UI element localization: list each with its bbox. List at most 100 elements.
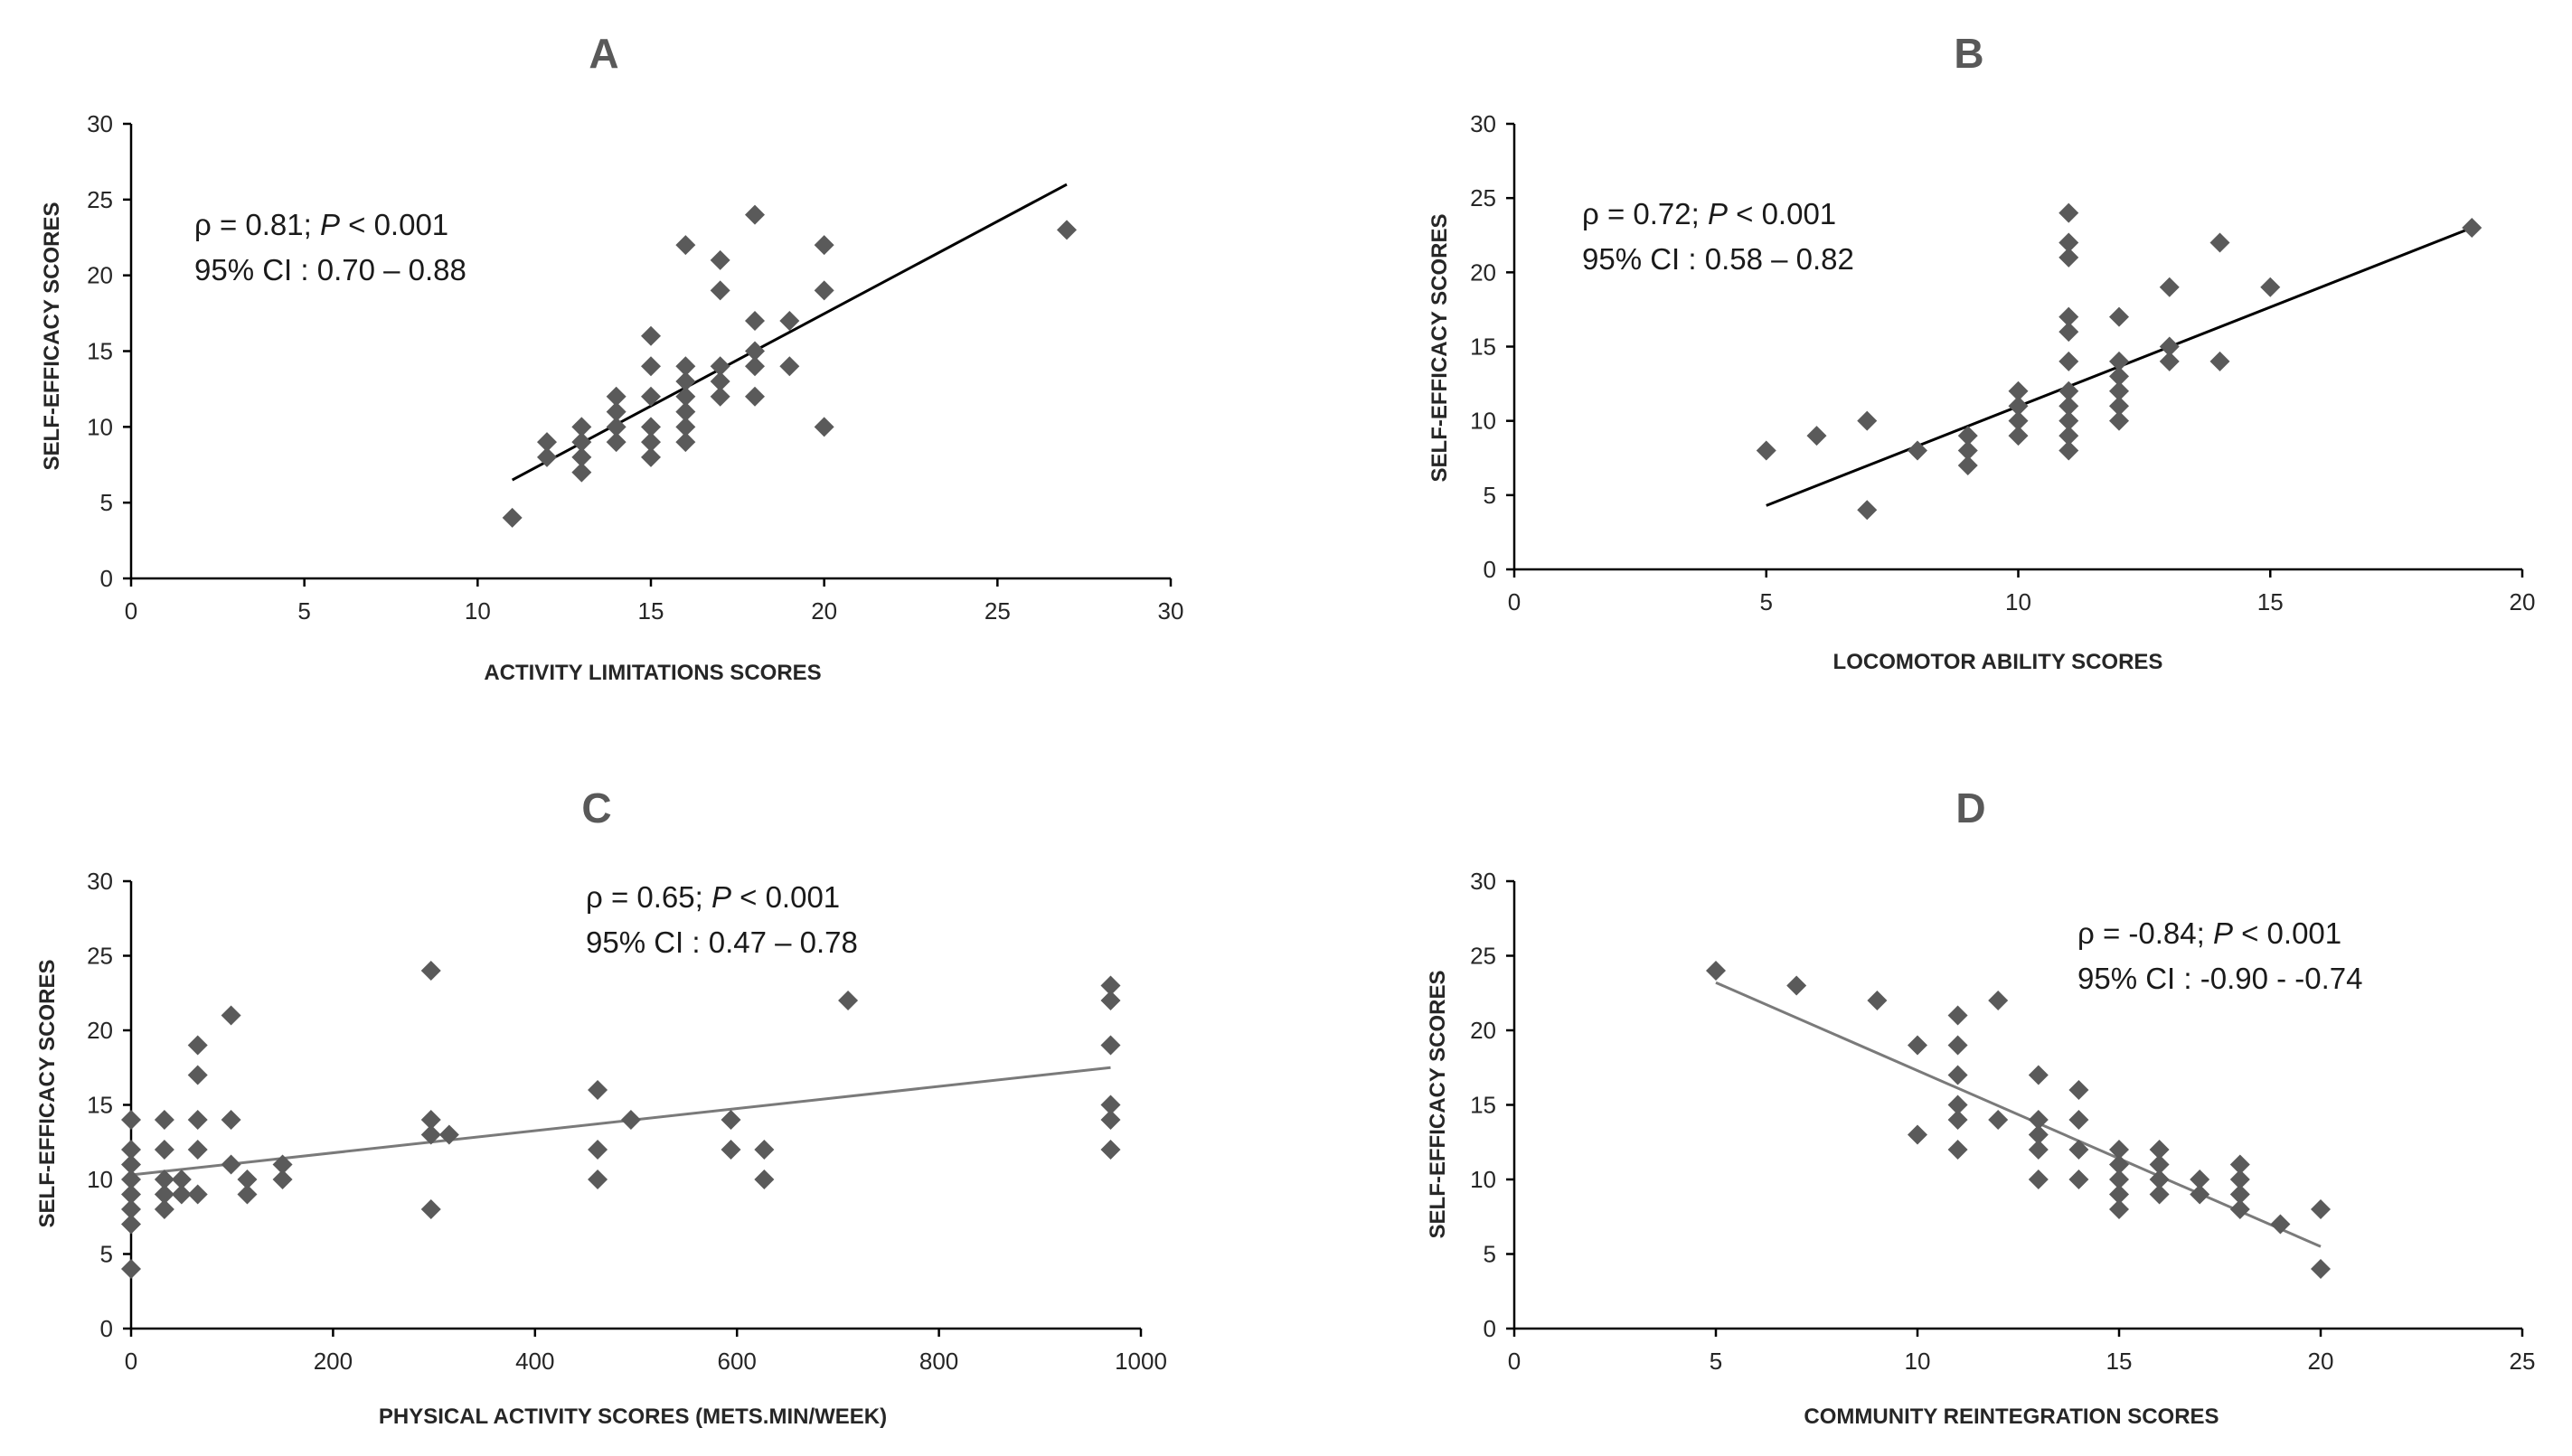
panel-c-data-point	[154, 1110, 174, 1130]
panel-a-data-point	[675, 371, 696, 392]
panel-b-data-point	[1857, 410, 1878, 431]
panel-a-y-tick-label: 15	[87, 338, 113, 365]
panel-d-data-point	[2270, 1214, 2291, 1235]
panel-a-data-point	[641, 446, 661, 467]
panel-a-y-tick-label: 5	[100, 489, 113, 516]
panel-c-y-tick-label: 5	[100, 1241, 113, 1268]
panel-d-data-point	[1947, 1035, 1968, 1056]
panel-d-trend-line	[1715, 981, 2322, 1248]
panel-b-data-point	[2059, 426, 2079, 446]
panel-b-y-tick-label: 0	[1484, 556, 1496, 583]
panel-c-data-point	[754, 1140, 775, 1160]
panel-b-x-axis-title: LOCOMOTOR ABILITY SCORES	[1833, 650, 2163, 674]
panel-b-x-tick-label: 5	[1760, 588, 1773, 615]
panel-c-ci: 95% CI : 0.47 – 0.78	[586, 925, 858, 959]
panel-d-y-tick-label: 25	[1470, 943, 1496, 970]
panel-d-y-tick-label: 15	[1470, 1092, 1496, 1119]
panel-d-data-point	[2229, 1154, 2250, 1175]
panel-c-correlation: ρ = 0.65; P < 0.001	[586, 880, 840, 914]
panel-c-y-tick-label: 20	[87, 1017, 113, 1044]
panel-a-x-tick-label: 5	[297, 597, 310, 625]
panel-a-data-point	[814, 417, 834, 437]
panel-a-y-tick-label: 0	[100, 565, 113, 592]
panel-d-data-point	[2109, 1140, 2129, 1160]
panel-b-data-point	[2059, 306, 2079, 327]
panel-a-x-tick-label: 10	[465, 597, 491, 625]
panel-c-x-axis-title: PHYSICAL ACTIVITY SCORES (METS.MIN/WEEK)	[379, 1404, 887, 1429]
panel-a-y-tick-label: 30	[87, 110, 113, 137]
panel-c-data-point	[121, 1110, 141, 1130]
panel-a-y-axis-title: SELF-EFFICACY SCORES	[40, 202, 64, 471]
panel-d-data-point	[2028, 1124, 2049, 1145]
panel-c-data-point	[1100, 991, 1121, 1010]
panel-a-data-point	[745, 310, 765, 331]
panel-b-data-point	[2462, 218, 2482, 239]
panel-c-rho-text: ρ = 0.65;	[586, 880, 711, 914]
panel-c-data-point	[221, 1110, 241, 1130]
panel-a-data-point	[675, 386, 696, 407]
panel-c-data-point	[420, 1124, 441, 1145]
panel-d-data-point	[2109, 1154, 2129, 1175]
panel-a-x-tick-label: 25	[985, 597, 1011, 625]
panel-a-data-point	[537, 432, 557, 453]
panel-d-data-point	[1908, 1124, 1927, 1145]
panel-d-data-point	[1947, 1094, 1968, 1115]
panel-c-data-point	[620, 1110, 641, 1130]
panel-c-data-point	[1100, 1094, 1121, 1115]
panel-d-data-point	[2311, 1259, 2331, 1279]
panel-a-data-point	[641, 417, 661, 437]
panel-a-data-point	[779, 310, 800, 331]
panel-b-data-point	[1857, 500, 1878, 521]
panel-c-data-point	[1100, 1035, 1121, 1056]
panel-a-data-point	[606, 401, 627, 422]
panel-d-x-tick-label: 20	[2308, 1348, 2334, 1375]
panel-d-data-point	[2028, 1065, 2049, 1085]
panel-c-data-point	[187, 1035, 208, 1056]
panel-a-data-point	[571, 417, 592, 437]
panel-c-data-point	[171, 1169, 192, 1189]
panel-c-y-tick-label: 15	[87, 1092, 113, 1119]
panel-c-data-point	[187, 1110, 208, 1130]
panel-b-data-point	[2109, 410, 2129, 431]
panel-c-data-point	[272, 1169, 293, 1189]
panel-b-data-point	[2059, 247, 2079, 268]
panel-a-data-point	[675, 417, 696, 437]
panel-d-data-point	[2229, 1184, 2250, 1205]
panel-c-y-axis-title: SELF-EFFICACY SCORES	[35, 960, 60, 1228]
panel-c-data-point	[154, 1199, 174, 1219]
panel-d-letter: D	[1955, 784, 1985, 831]
panel-d-data-point	[1988, 1110, 2009, 1130]
panel-c-p-value: < 0.001	[731, 880, 840, 914]
panel-c-data-point	[221, 1154, 241, 1175]
panel-b-data-point	[1908, 440, 1927, 461]
panel-d-data-point	[2028, 1110, 2049, 1130]
panel-a-p-symbol: P	[320, 208, 340, 241]
panel-a-data-point	[814, 235, 834, 256]
panel-a-data-point	[606, 386, 627, 407]
panel-a-data-point	[675, 356, 696, 377]
panel-c-data-point	[588, 1080, 608, 1100]
panel-c-data-point	[187, 1140, 208, 1160]
panel-c: C 0 200 400 600 800 1000 0 5 10 15 20 25 30 ρ = 0.65…	[35, 784, 1167, 1429]
panel-a-data-point	[710, 280, 730, 301]
panel-b-data-point	[2109, 396, 2129, 417]
panel-a-data-point	[779, 356, 800, 377]
panel-c-data-point	[154, 1169, 174, 1189]
panel-b-ci: 95% CI : 0.58 – 0.82	[1582, 242, 1854, 276]
panel-b-y-tick-label: 15	[1470, 333, 1496, 361]
panel-c-data-point	[588, 1140, 608, 1160]
panel-c-data-point	[154, 1140, 174, 1160]
panel-c-data-point	[721, 1110, 741, 1130]
panel-b-y-tick-label: 10	[1470, 408, 1496, 435]
panel-b-data-point	[2209, 351, 2230, 371]
panel-a-data-point	[675, 432, 696, 453]
panel-a-rho-text: ρ = 0.81;	[194, 208, 320, 241]
panel-a-x-tick-label: 30	[1158, 597, 1184, 625]
panel-b-data-point	[2159, 351, 2180, 371]
panel-c-data-point	[420, 961, 441, 981]
panel-d-rho-text: ρ = -0.84;	[2077, 916, 2213, 950]
panel-b-x-tick-label: 10	[2005, 588, 2031, 615]
panel-c-p-symbol: P	[711, 880, 731, 914]
panel-a-trend-line	[511, 183, 1068, 482]
panel-d-x-tick-label: 15	[2106, 1348, 2133, 1375]
